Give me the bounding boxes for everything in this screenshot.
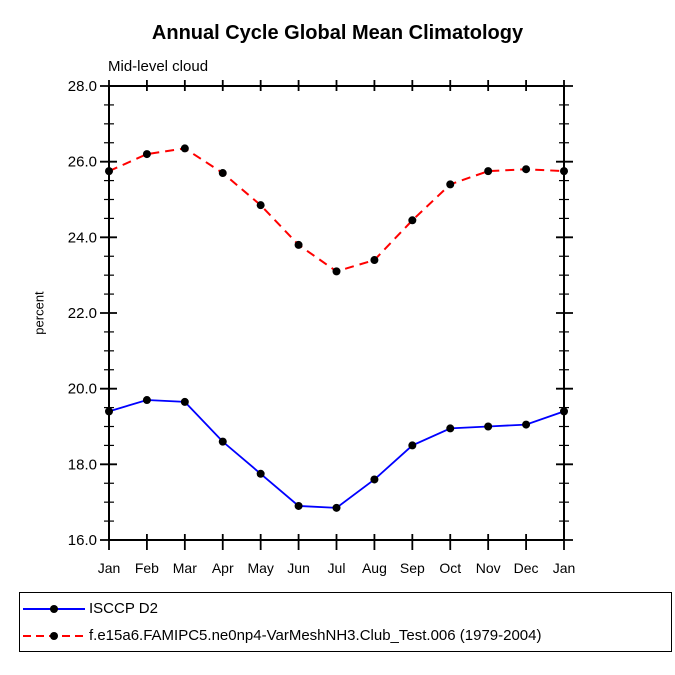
data-point-marker [142, 150, 151, 159]
data-point-marker [180, 144, 189, 153]
data-point-marker [105, 407, 113, 416]
legend-label-obs: ISCCP D2 [89, 600, 158, 617]
data-point-marker [560, 407, 568, 416]
y-tick-label: 18.0 [68, 456, 97, 473]
x-tick-label: Aug [362, 560, 387, 576]
data-point-marker [522, 165, 531, 174]
data-point-marker [408, 216, 417, 225]
data-point-marker [294, 501, 303, 510]
x-tick-label: Jan [553, 560, 576, 576]
legend: ISCCP D2 f.e15a6.FAMIPC5.ne0np4-VarMeshN… [19, 592, 672, 652]
x-tick-label: Jul [328, 560, 346, 576]
x-tick-label: Dec [514, 560, 539, 576]
data-point-marker [218, 169, 227, 178]
legend-item-model: f.e15a6.FAMIPC5.ne0np4-VarMeshNH3.Club_T… [22, 622, 671, 649]
legend-sample-marker-icon [50, 604, 58, 613]
data-point-marker [180, 397, 189, 406]
y-tick-label: 20.0 [68, 381, 97, 398]
x-tick-label: Jun [287, 560, 310, 576]
data-point-marker [484, 167, 493, 176]
data-point-marker [446, 180, 455, 189]
data-point-marker [370, 256, 379, 265]
x-tick-label: Jan [98, 560, 121, 576]
data-point-marker [560, 167, 568, 176]
data-point-marker [408, 441, 417, 450]
x-tick-label: Sep [400, 560, 425, 576]
data-point-marker [294, 240, 303, 249]
data-point-marker [256, 469, 265, 478]
y-tick-label: 16.0 [68, 532, 97, 549]
y-tick-label: 26.0 [68, 154, 97, 171]
y-tick-label: 28.0 [68, 78, 97, 95]
legend-sample-marker-icon [50, 631, 58, 640]
data-point-marker [332, 503, 341, 512]
x-tick-label: Nov [476, 560, 501, 576]
series-line-0 [108, 399, 565, 509]
y-tick-label: 22.0 [68, 305, 97, 322]
y-tick-label: 24.0 [68, 229, 97, 246]
legend-item-obs: ISCCP D2 [22, 595, 671, 622]
data-point-marker [218, 437, 227, 446]
chart-title: Annual Cycle Global Mean Climatology [151, 22, 524, 44]
x-tick-label: Oct [439, 560, 461, 576]
x-tick-label: Feb [135, 560, 159, 576]
data-point-marker [256, 201, 265, 210]
data-point-marker [484, 422, 493, 431]
x-tick-label: Apr [212, 560, 234, 576]
chart-subtitle: Mid-level cloud [108, 58, 209, 75]
data-point-marker [522, 420, 531, 429]
data-point-marker [370, 475, 379, 484]
data-point-marker [142, 396, 151, 405]
legend-line-sample-solid [23, 604, 85, 613]
series-line-1 [108, 147, 565, 273]
x-tick-label: May [247, 560, 273, 576]
data-point-marker [332, 267, 341, 276]
legend-label-model: f.e15a6.FAMIPC5.ne0np4-VarMeshNH3.Club_T… [89, 627, 542, 644]
legend-line-sample-dashed [23, 631, 85, 640]
data-point-marker [446, 424, 455, 433]
data-point-marker [105, 167, 113, 176]
x-tick-label: Mar [173, 560, 197, 576]
